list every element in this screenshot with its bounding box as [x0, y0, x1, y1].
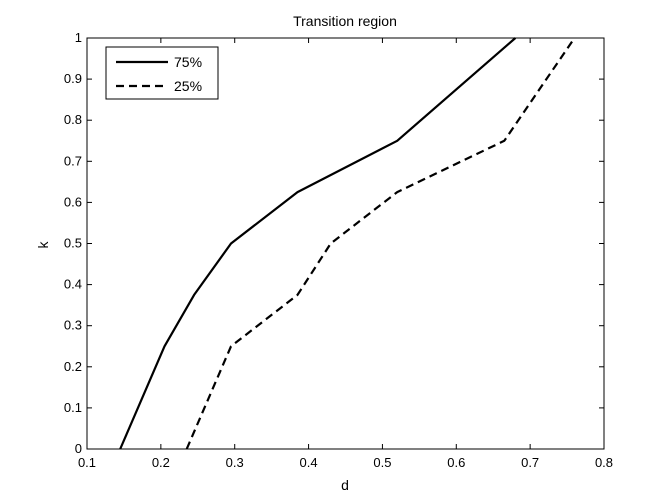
- plot-area: 0.1 0.2 0.3 0.4 0.5 0.6 0.7 0.800.10.20.30.40.5…: [64, 30, 613, 470]
- chart-title: Transition region: [293, 13, 397, 29]
- y-tick-label: 0.3: [64, 318, 82, 333]
- legend-box: [105, 46, 219, 100]
- x-tick-label: 0.8: [595, 455, 613, 470]
- x-tick-label: 0.1: [78, 455, 96, 470]
- series-line-dashed: [185, 37, 576, 450]
- y-tick-label: 0: [75, 441, 82, 456]
- x-tick-label: 0.2: [152, 455, 170, 470]
- x-tick-label: 0.5: [373, 455, 391, 470]
- y-tick-label: 0.8: [64, 112, 82, 127]
- y-tick-label: 0.6: [64, 194, 82, 209]
- y-tick-label: 1: [75, 30, 82, 45]
- x-tick-label: 0.6: [447, 455, 465, 470]
- y-tick-label: 0.1: [64, 400, 82, 415]
- x-axis-title: d: [341, 477, 349, 493]
- x-tick-label: 0.7: [521, 455, 539, 470]
- y-tick-label: 0.9: [64, 71, 82, 86]
- x-tick-label: 0.4: [300, 455, 318, 470]
- y-tick-label: 0.7: [64, 153, 82, 168]
- series-line-solid: [119, 37, 517, 450]
- legend-label: 75%: [174, 54, 202, 70]
- y-tick-label: 0.5: [64, 236, 82, 251]
- legend-label: 25%: [174, 78, 202, 94]
- y-tick-label: 0.4: [64, 277, 82, 292]
- y-tick-label: 0.2: [64, 359, 82, 374]
- x-tick-label: 0.3: [226, 455, 244, 470]
- y-axis-title: k: [35, 241, 51, 249]
